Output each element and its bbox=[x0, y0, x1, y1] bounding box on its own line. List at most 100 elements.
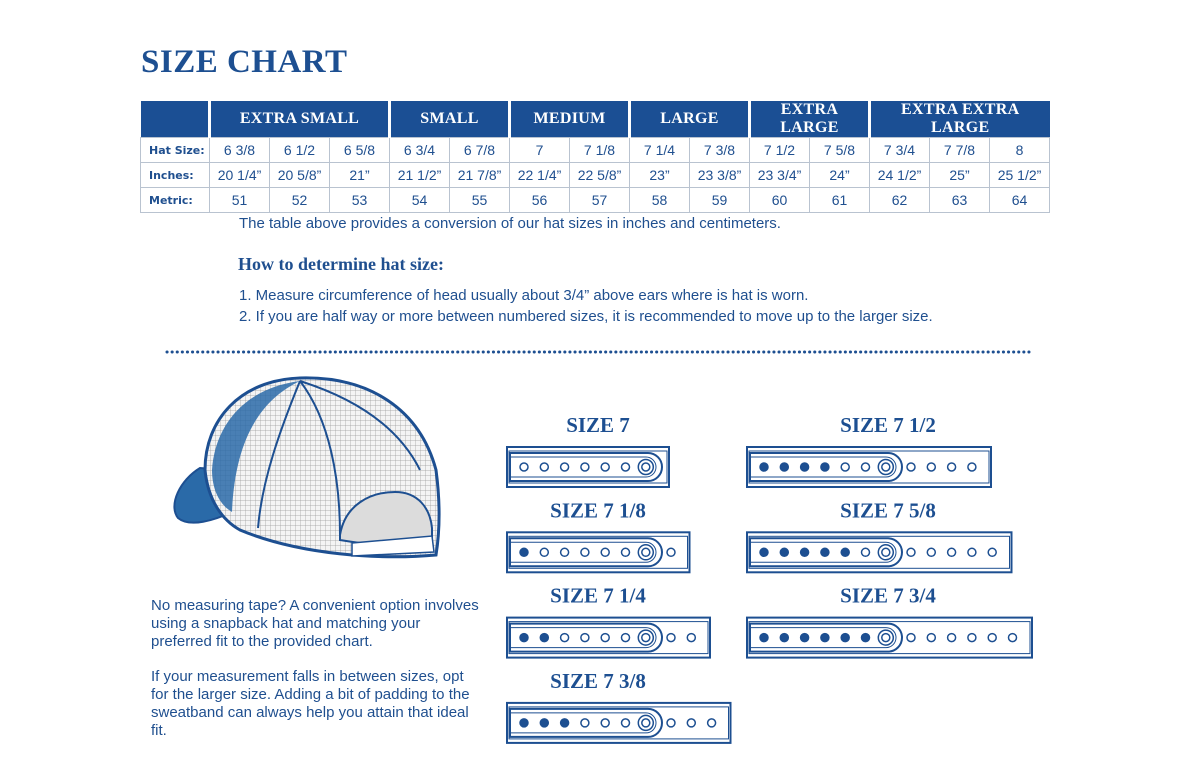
strap-dot bbox=[840, 547, 850, 558]
tip-line: fit. bbox=[151, 722, 167, 739]
strap-band-inner bbox=[508, 706, 729, 740]
cell: 63 bbox=[929, 187, 990, 213]
strap-dot bbox=[860, 632, 871, 643]
cell: 7 7/8 bbox=[929, 137, 990, 163]
cell: 7 1/2 bbox=[749, 137, 810, 163]
strap-hole bbox=[967, 632, 977, 643]
cell: 54 bbox=[389, 187, 450, 213]
cell: 21” bbox=[329, 162, 390, 188]
strap-hole bbox=[706, 718, 717, 728]
strap-dot bbox=[860, 462, 871, 472]
strap-band-inner bbox=[508, 535, 688, 569]
tip-paragraph: If your measurement falls in between siz… bbox=[151, 668, 491, 740]
strap-hole bbox=[967, 547, 977, 558]
strap-hole bbox=[686, 632, 697, 643]
strap-tab-line bbox=[510, 456, 657, 478]
cell: 23 3/4” bbox=[749, 162, 810, 188]
strap-band bbox=[506, 616, 711, 659]
strap-dot bbox=[759, 632, 769, 643]
strap-dot bbox=[600, 462, 610, 472]
strap-tab bbox=[749, 537, 903, 568]
strap-dot bbox=[799, 632, 810, 643]
row-label: Metric: bbox=[140, 187, 210, 213]
strap-label: SIZE 7 1/2 bbox=[840, 413, 936, 437]
row: Inches: 20 1/4” 20 5/8” 21” 21 1/2” 21 7/8” 22… bbox=[140, 162, 1050, 188]
strap-dot bbox=[539, 547, 550, 558]
cell: 7 3/8 bbox=[689, 137, 750, 163]
strap-ring bbox=[877, 458, 895, 476]
strap-band-inner bbox=[748, 450, 990, 484]
strap-tab-line bbox=[510, 712, 657, 734]
strap-dot bbox=[881, 462, 891, 472]
strap-dot bbox=[600, 547, 610, 558]
strap-hole bbox=[946, 462, 957, 472]
cell: 6 7/8 bbox=[449, 137, 510, 163]
strap-dot bbox=[539, 718, 550, 728]
cell: 7 5/8 bbox=[809, 137, 870, 163]
strap-hole bbox=[987, 632, 997, 643]
step: 1. Measure circumference of head usually… bbox=[239, 287, 809, 304]
strap-dot bbox=[539, 462, 550, 472]
title: SIZE CHART bbox=[141, 44, 348, 80]
strap-tab-line bbox=[510, 541, 657, 563]
strap-label: SIZE 7 3/4 bbox=[840, 584, 936, 608]
strap-label: SIZE 7 3/8 bbox=[550, 669, 646, 693]
strap-dot bbox=[759, 547, 769, 558]
group-header: EXTRA SMALL bbox=[208, 101, 390, 138]
cell: 59 bbox=[689, 187, 750, 213]
strap-dot bbox=[519, 632, 529, 643]
cell: 57 bbox=[569, 187, 630, 213]
cell: 7 bbox=[509, 137, 570, 163]
strap-dot bbox=[559, 547, 570, 558]
cell: 6 5/8 bbox=[329, 137, 390, 163]
cell: 64 bbox=[989, 187, 1050, 213]
strap-band-inner bbox=[508, 621, 709, 655]
strap-dot bbox=[641, 547, 651, 558]
strap-band-inner bbox=[748, 621, 1031, 655]
strap-band bbox=[506, 701, 732, 744]
strap-dot bbox=[600, 632, 610, 643]
cell: 23 3/8” bbox=[689, 162, 750, 188]
row: Hat Size: 6 3/8 6 1/2 6 5/8 6 3/4 6 7/8 7 7 1/8… bbox=[140, 137, 1050, 163]
strap-hole bbox=[906, 632, 916, 643]
strap-dot bbox=[620, 462, 631, 472]
cell: 21 1/2” bbox=[389, 162, 450, 188]
strap-dot bbox=[840, 462, 850, 472]
strap-tab bbox=[509, 622, 663, 653]
strap-hole bbox=[926, 632, 937, 643]
strap-band bbox=[746, 616, 1033, 659]
strap-hole bbox=[686, 718, 697, 728]
tip-line: No measuring tape? A convenient option i… bbox=[151, 597, 479, 614]
strap-dot bbox=[559, 718, 570, 728]
strap-tab bbox=[749, 452, 903, 482]
strap-band-inner bbox=[508, 450, 668, 484]
strap-hole bbox=[926, 462, 937, 472]
strap-hole bbox=[666, 547, 676, 558]
strap-dot bbox=[779, 547, 790, 558]
cell: 55 bbox=[449, 187, 510, 213]
strap-label: SIZE 7 bbox=[566, 413, 630, 437]
row-label: Inches: bbox=[140, 162, 210, 188]
cell: 56 bbox=[509, 187, 570, 213]
strap-tab bbox=[509, 452, 663, 482]
strap-dot bbox=[559, 632, 570, 643]
strap-dot bbox=[820, 462, 830, 472]
strap-dot bbox=[759, 462, 769, 472]
cell: 23” bbox=[629, 162, 690, 188]
strap-dot bbox=[620, 632, 631, 643]
tip-line: sweatband can always help you attain tha… bbox=[151, 704, 469, 721]
strap-label: SIZE 7 5/8 bbox=[840, 498, 936, 522]
strap-dot bbox=[881, 547, 891, 558]
strap-band-inner bbox=[748, 535, 1010, 569]
cell: 53 bbox=[329, 187, 390, 213]
strap-hole bbox=[946, 547, 957, 558]
strap-dot bbox=[840, 632, 850, 643]
strap-dot bbox=[580, 718, 590, 728]
cell: 21 7/8” bbox=[449, 162, 510, 188]
strap-band bbox=[506, 446, 670, 488]
strap-dot bbox=[881, 632, 891, 643]
tip-line: using a snapback hat and matching your bbox=[151, 615, 421, 632]
cell: 20 5/8” bbox=[269, 162, 330, 188]
strap-hole bbox=[1007, 632, 1018, 643]
